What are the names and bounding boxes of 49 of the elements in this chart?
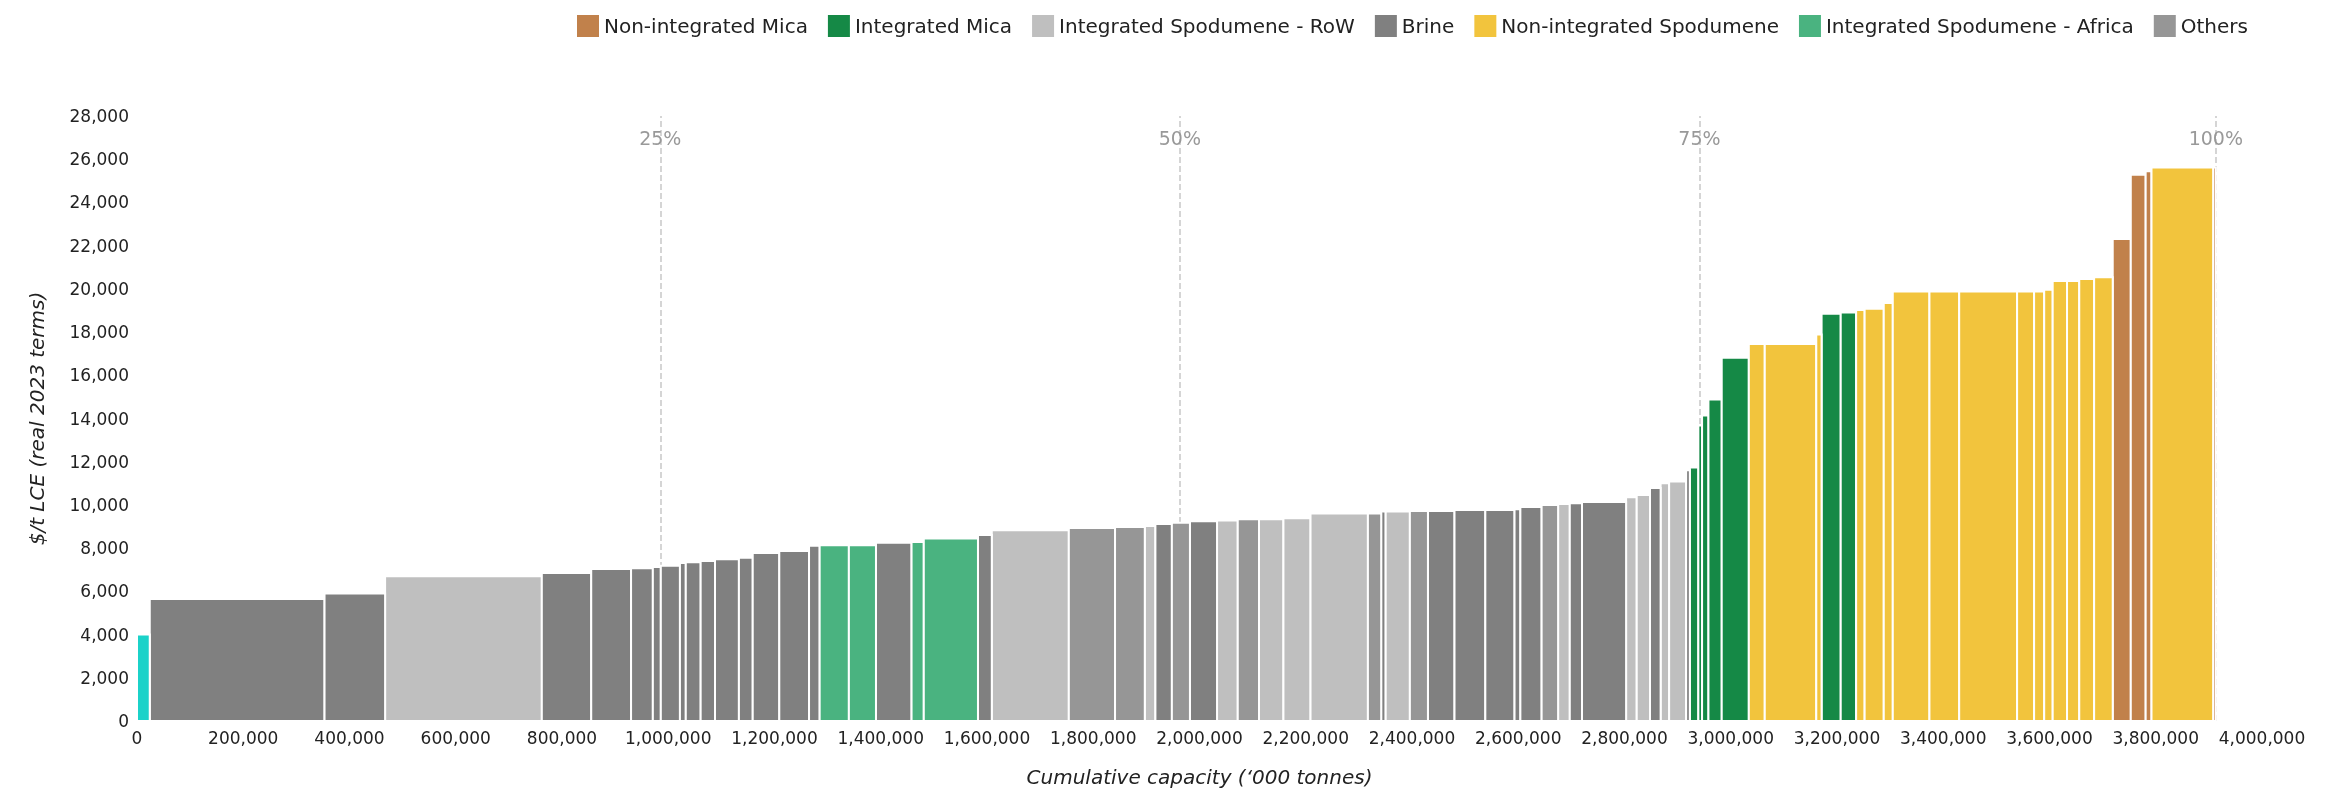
annotation: 50% xyxy=(1158,126,1201,149)
x-tick-label: 400,000 xyxy=(314,727,385,748)
y-tick-label: 12,000 xyxy=(69,451,129,472)
legend-label: Integrated Spodumene - Africa xyxy=(1825,14,2134,38)
x-tick-label: 1,000,000 xyxy=(624,727,712,748)
legend-label: Non-integrated Spodumene xyxy=(1501,14,1779,38)
x-tick-label: 4,000,000 xyxy=(2218,727,2306,748)
y-tick-label: 10,000 xyxy=(69,494,129,515)
x-tick-label: 800,000 xyxy=(526,727,598,748)
x-tick-label: 1,400,000 xyxy=(837,727,925,748)
legend-label: Others xyxy=(2180,14,2248,38)
legend-label: Non-integrated Mica xyxy=(604,14,808,38)
annotation: 100% xyxy=(2188,126,2243,149)
x-axis-title: Cumulative capacity (‘000 tonnes) xyxy=(1026,765,1373,789)
y-tick-label: 14,000 xyxy=(69,408,129,429)
y-tick-label: 28,000 xyxy=(69,106,129,126)
y-tick-label: 22,000 xyxy=(69,235,129,256)
y-tick-label: 6,000 xyxy=(80,581,129,602)
legend-label: Brine xyxy=(1401,14,1455,38)
annotation: 75% xyxy=(1678,126,1721,149)
x-tick-label: 2,200,000 xyxy=(1262,727,1350,748)
x-tick-label: 3,400,000 xyxy=(1899,727,1987,748)
annotation: 25% xyxy=(639,126,682,149)
x-tick-label: 3,800,000 xyxy=(2112,727,2200,748)
y-tick-label: 16,000 xyxy=(69,365,129,386)
x-tick-label: 200,000 xyxy=(208,727,279,748)
y-tick-label: 4,000 xyxy=(80,624,129,645)
x-tick-label: 3,200,000 xyxy=(1793,727,1881,748)
x-tick-label: 3,000,000 xyxy=(1687,727,1775,748)
x-tick-label: 2,400,000 xyxy=(1368,727,1456,748)
x-tick-label: 1,200,000 xyxy=(731,727,818,748)
x-tick-label: 2,600,000 xyxy=(1474,727,1562,748)
legend-label: Integrated Mica xyxy=(854,14,1013,38)
x-tick-label: 2,800,000 xyxy=(1581,727,1668,748)
x-tick-label: 1,800,000 xyxy=(1049,727,1137,748)
x-tick-label: 1,600,000 xyxy=(943,727,1031,748)
y-tick-label: 24,000 xyxy=(69,192,129,213)
legend-label: Integrated Spodumene - RoW xyxy=(1059,14,1356,38)
y-tick-label: 8,000 xyxy=(80,538,129,559)
y-tick-label: 2,000 xyxy=(80,667,129,688)
y-tick-label: 18,000 xyxy=(69,322,129,343)
y-axis-title: $/t LCE (real 2023 terms) xyxy=(25,291,49,546)
x-tick-label: 600,000 xyxy=(420,727,491,748)
x-tick-label: 3,600,000 xyxy=(2006,727,2093,748)
y-tick-label: 26,000 xyxy=(69,149,129,170)
x-tick-label: 0 xyxy=(131,727,143,748)
y-tick-label: 0 xyxy=(118,711,129,731)
y-tick-label: 20,000 xyxy=(69,278,129,299)
x-tick-label: 2,000,000 xyxy=(1156,727,1243,748)
